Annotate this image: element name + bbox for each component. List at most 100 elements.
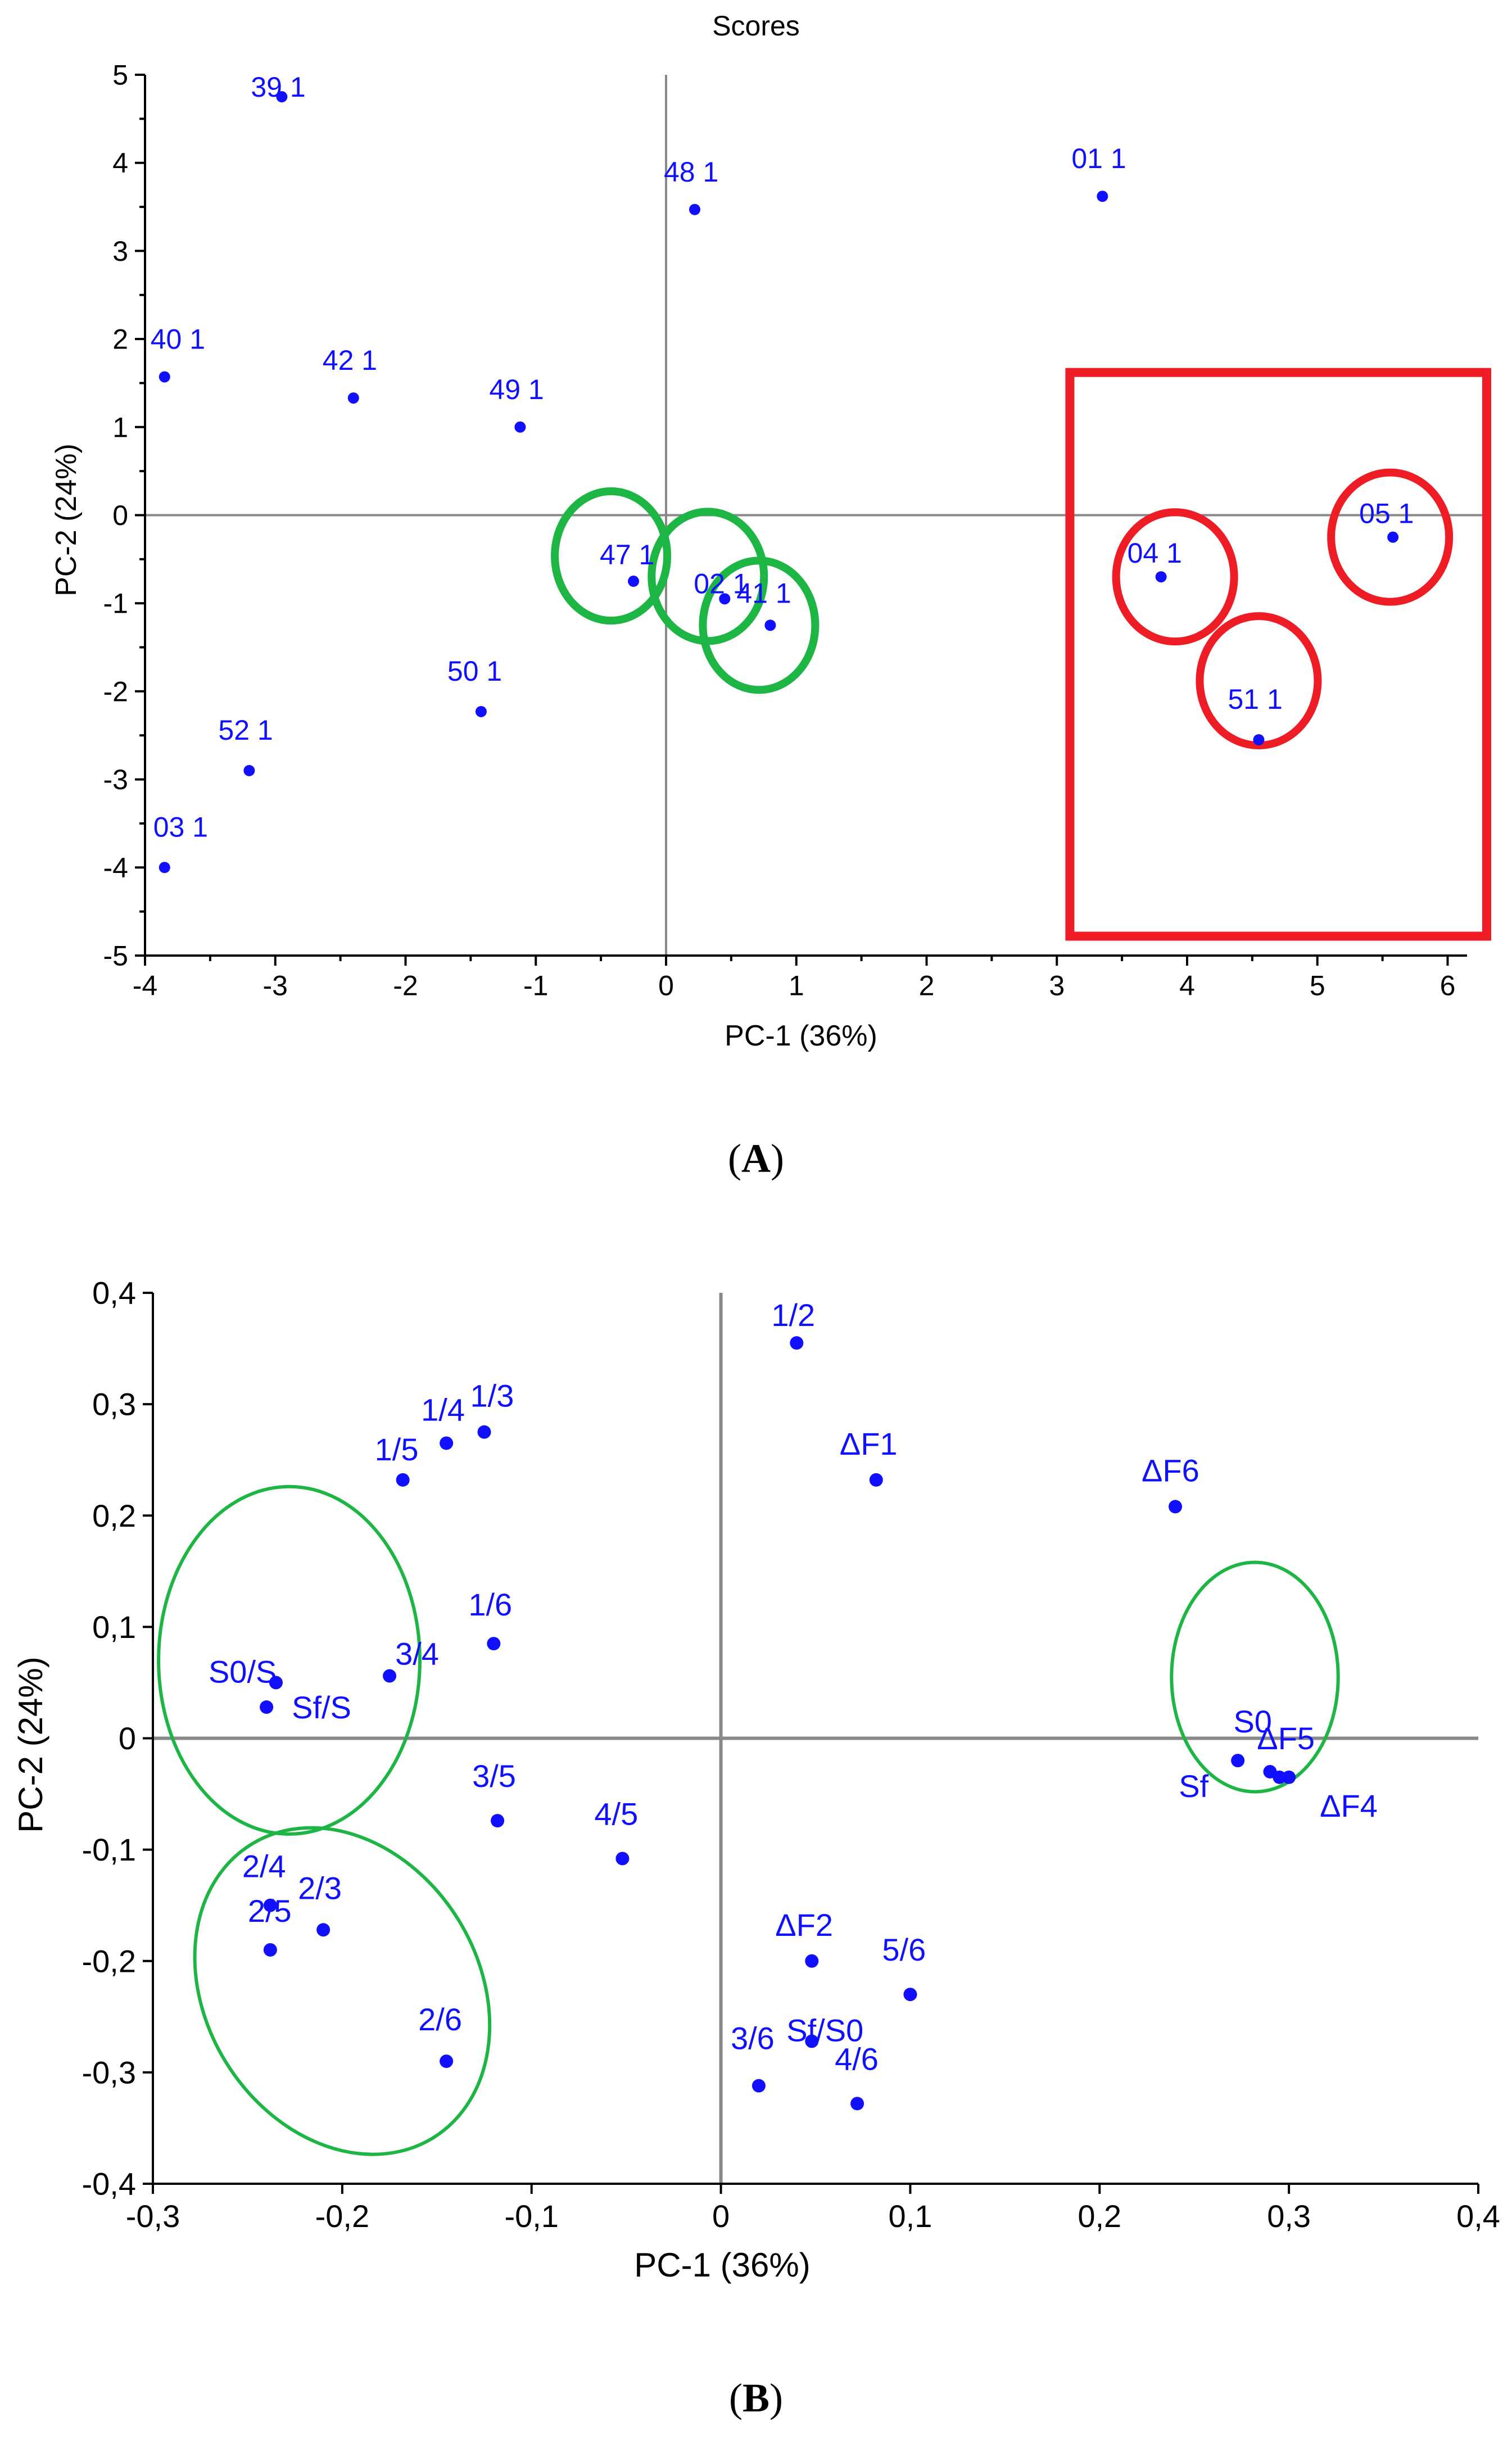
b-point xyxy=(1273,1770,1287,1784)
b-point-label: 1/5 xyxy=(375,1432,419,1467)
a-red-circle xyxy=(1196,612,1322,750)
a-y-tick-label: 5 xyxy=(112,60,128,91)
a-point-label: 41 1 xyxy=(736,577,791,609)
b-point-label: 2/3 xyxy=(298,1870,342,1906)
b-point-label: S0 xyxy=(1233,1704,1272,1739)
a-point-label: 48 1 xyxy=(664,156,718,188)
a-point-label: 51 1 xyxy=(1228,684,1282,715)
a-point-label: 03 1 xyxy=(153,811,208,843)
a-y-tick-label: -5 xyxy=(103,940,128,972)
chart-b-ylabel: PC-2 (24%) xyxy=(12,1657,49,1832)
a-y-tick-label: -1 xyxy=(103,588,128,619)
a-red-circle xyxy=(1112,508,1238,646)
b-y-tick-label: -0,3 xyxy=(82,2054,137,2090)
a-red-box xyxy=(1065,368,1491,941)
a-point xyxy=(159,862,170,873)
chart-b-axes: -0,3 -0,2 -0,1 0 0,1 0,2 0,3 0,4-0,4-0,3-0,2-0,… xyxy=(82,1275,1500,2234)
b-y-tick-label: -0,2 xyxy=(82,1943,137,1979)
b-x-tick-label: 0,2 xyxy=(1078,2198,1121,2234)
b-point-label: 3/5 xyxy=(472,1758,516,1794)
chart-a-title: Scores xyxy=(712,10,800,42)
b-point-label: ΔF5 xyxy=(1257,1721,1315,1756)
b-x-tick-label: 0,4 xyxy=(1456,2198,1500,2234)
a-x-tick-label: 5 xyxy=(1310,970,1325,1002)
b-point xyxy=(805,2034,819,2048)
a-point-label: 05 1 xyxy=(1359,498,1414,529)
b-point-label: 1/2 xyxy=(771,1297,815,1333)
a-point-label: 47 1 xyxy=(600,539,654,571)
b-point-label: 2/5 xyxy=(248,1893,292,1929)
b-x-tick-label: -0,1 xyxy=(504,2198,559,2234)
b-point xyxy=(487,1637,501,1651)
a-x-tick-label: -3 xyxy=(263,970,288,1002)
b-point-label: ΔF2 xyxy=(775,1907,833,1943)
a-point xyxy=(347,392,359,404)
b-point-label: S0/S xyxy=(209,1654,277,1689)
a-y-tick-label: -4 xyxy=(103,852,128,884)
b-point xyxy=(790,1336,804,1350)
a-y-tick-label: -2 xyxy=(103,676,128,707)
chart-a-points xyxy=(159,91,1399,873)
b-point xyxy=(383,1669,397,1683)
a-y-tick-label: 3 xyxy=(112,236,128,267)
b-point-label: 1/6 xyxy=(468,1587,512,1622)
b-green-ellipse xyxy=(1170,1560,1340,1794)
caption-a-letter: A xyxy=(741,1136,771,1181)
b-point xyxy=(1282,1770,1296,1784)
caption-b: (B) xyxy=(729,2375,783,2420)
a-point xyxy=(159,371,170,383)
a-y-tick-label: 4 xyxy=(112,147,128,179)
a-point-label: 02 1 xyxy=(694,568,748,599)
b-point xyxy=(752,2079,766,2093)
chart-a-ylabel: PC-2 (24%) xyxy=(50,443,83,596)
a-green-circle xyxy=(699,556,820,694)
b-point-label: Sf xyxy=(1179,1768,1208,1804)
b-y-tick-label: -0,1 xyxy=(82,1832,137,1867)
b-point-label: ΔF1 xyxy=(840,1426,898,1461)
b-point-label: 3/4 xyxy=(395,1636,439,1672)
chart-a-point-labels: 39 1 48 1 01 1 40 1 42 1 49 1 47 1 02 141 1 05 1… xyxy=(151,71,1414,843)
caption-b-letter: B xyxy=(742,2375,770,2420)
a-point-label: 52 1 xyxy=(218,714,273,746)
a-x-tick-label: -2 xyxy=(393,970,418,1002)
a-x-tick-label: 4 xyxy=(1179,970,1195,1002)
chart-a-xlabel: PC-1 (36%) xyxy=(725,1020,877,1052)
a-point-label: 49 1 xyxy=(489,374,544,405)
a-point xyxy=(243,764,255,776)
a-y-tick-label: 0 xyxy=(112,500,128,531)
a-point xyxy=(276,91,288,103)
a-red-circle xyxy=(1327,468,1454,606)
a-point xyxy=(514,421,526,433)
b-point-label: 2/6 xyxy=(418,2002,462,2037)
a-point xyxy=(1155,571,1167,583)
a-point-label: 50 1 xyxy=(447,655,502,687)
b-green-ellipse xyxy=(193,1826,492,2156)
b-point xyxy=(477,1425,491,1439)
b-y-tick-label: 0 xyxy=(119,1721,136,1756)
b-point-label: Sf/S0 xyxy=(786,2012,863,2048)
b-point xyxy=(440,2054,454,2069)
a-point xyxy=(1387,531,1399,543)
b-point-label: 1/4 xyxy=(421,1392,465,1427)
b-point-label: 5/6 xyxy=(882,1932,926,1967)
b-point-label: 4/5 xyxy=(594,1796,638,1831)
a-point-label: 40 1 xyxy=(151,323,205,355)
a-x-tick-label: 2 xyxy=(919,970,935,1002)
a-y-tick-label: 1 xyxy=(112,411,128,443)
a-point-label: 04 1 xyxy=(1128,537,1182,569)
chart-b-points xyxy=(260,1336,1296,2111)
b-y-tick-label: 0,2 xyxy=(92,1498,136,1533)
b-point xyxy=(903,1988,917,2002)
b-point-label: 2/4 xyxy=(242,1849,286,1884)
b-x-tick-label: 0 xyxy=(712,2198,730,2234)
a-x-tick-label: 6 xyxy=(1440,970,1456,1002)
a-y-tick-label: 2 xyxy=(112,324,128,355)
b-point-label: ΔF4 xyxy=(1320,1788,1378,1823)
b-point-label: 3/6 xyxy=(731,2021,775,2056)
b-point-label: ΔF6 xyxy=(1142,1452,1199,1488)
b-green-ellipse xyxy=(157,1484,422,1836)
a-point xyxy=(689,203,700,215)
b-point xyxy=(263,1943,277,1957)
